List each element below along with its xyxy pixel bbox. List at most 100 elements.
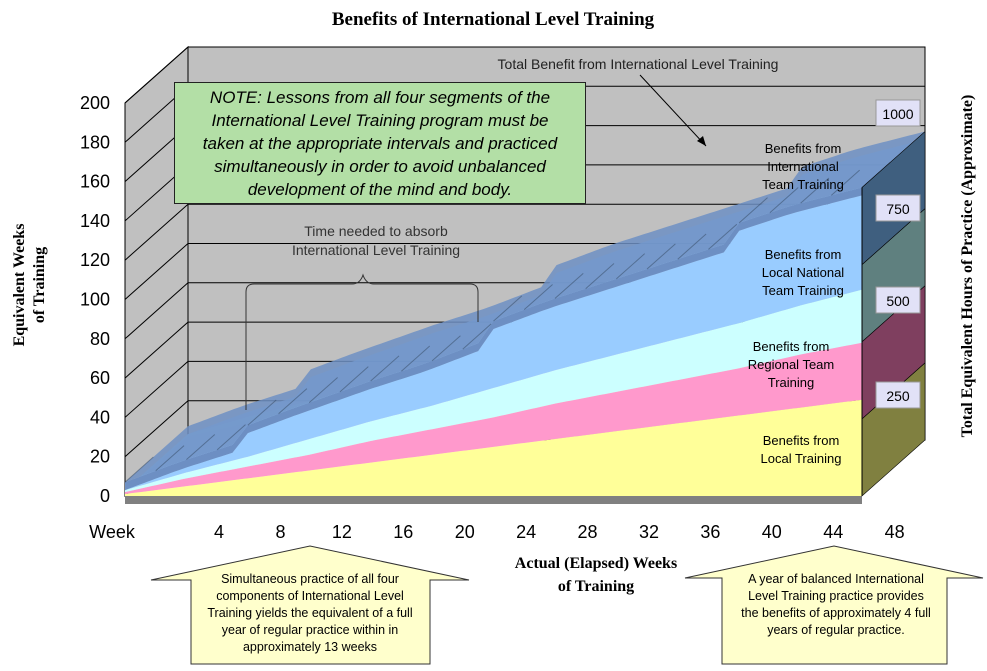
callout-right-line: the benefits of approximately 4 full: [741, 606, 931, 620]
top-hatch: [186, 434, 216, 461]
right-scale-label: 1000: [882, 106, 913, 122]
callout-left-line: components of International Level: [216, 589, 404, 603]
top-hatch: [677, 233, 707, 260]
y-tick-label: 160: [80, 172, 110, 192]
callout-left-line: Training yields the equivalent of a full: [207, 606, 412, 620]
series-top-face: [125, 131, 925, 483]
top-hatch: [155, 445, 185, 472]
series-label: Benefits from: [765, 141, 842, 156]
series-label: Team Training: [762, 177, 844, 192]
callout-right-line: years of regular practice.: [767, 623, 905, 637]
y-tick-label: 20: [90, 447, 110, 467]
gridline-side: [124, 46, 189, 104]
gridline-side: [124, 321, 189, 379]
series-area: [125, 342, 862, 495]
absorb-brace: [245, 273, 479, 410]
y-tick-label: 140: [80, 211, 110, 231]
gridline-side: [124, 361, 189, 418]
y2-axis-label: Total Equivalent Hours of Practice (Appr…: [959, 95, 976, 438]
x-axis-label: of Training: [558, 578, 634, 595]
top-hatch: [247, 399, 277, 426]
top-hatch: [339, 366, 369, 393]
right-scale-tag: [875, 99, 921, 127]
x-tick-label: 16: [393, 522, 413, 542]
note-line: simultaneously in order to avoid unbalan…: [214, 157, 546, 176]
total-benefit-label: Total Benefit from International Level T…: [498, 56, 779, 72]
x-axis-label: Actual (Elapsed) Weeks: [515, 555, 677, 572]
gridline-side: [124, 400, 189, 458]
top-hatch: [401, 345, 431, 372]
series-label: Team Training: [762, 283, 844, 298]
top-hatch: [216, 424, 246, 451]
y-tick-label: 40: [90, 407, 110, 427]
top-hatch: [769, 187, 799, 214]
callout-left-line: approximately 13 weeks: [243, 640, 377, 654]
top-hatch: [493, 295, 523, 322]
top-hatch: [370, 355, 400, 382]
series-label: Benefits from: [763, 433, 840, 448]
x-tick-label: 40: [762, 522, 782, 542]
x-tick-label: 8: [275, 522, 285, 542]
y-tick-label: 100: [80, 290, 110, 310]
note-line: NOTE: Lessons from all four segments of …: [209, 88, 551, 107]
top-hatch: [462, 323, 492, 350]
top-hatch: [124, 456, 154, 483]
x-tick-label: 28: [578, 522, 598, 542]
y-tick-label: 80: [90, 329, 110, 349]
top-hatch: [308, 377, 338, 404]
y-axis-label: of Training: [31, 247, 48, 323]
x-tick-label: 48: [885, 522, 905, 542]
gridline-side: [124, 203, 189, 261]
floor-edge: [125, 496, 862, 504]
top-hatch: [523, 284, 553, 311]
top-hatch: [708, 223, 738, 250]
series-label: Training: [768, 375, 814, 390]
top-hatch: [616, 253, 646, 280]
series-label: Benefits from: [753, 339, 830, 354]
note-line: development of the mind and body.: [247, 180, 513, 199]
chart-title: Benefits of International Level Training: [332, 9, 655, 30]
right-scale-tag: [875, 381, 921, 409]
top-hatch: [278, 388, 308, 415]
right-scale-label: 750: [886, 201, 910, 217]
callout-left-line: year of regular practice within in: [222, 623, 399, 637]
x-tick-label: 4: [214, 522, 224, 542]
y-tick-label: 120: [80, 250, 110, 270]
total-benefit-arrow: [639, 74, 707, 147]
series-area: [125, 187, 862, 491]
right-scale-label: 250: [886, 388, 910, 404]
series-label: International: [767, 159, 839, 174]
y-tick-label: 0: [100, 486, 110, 506]
top-hatch: [800, 177, 830, 204]
series-area: [125, 195, 862, 491]
top-hatch: [585, 263, 615, 290]
callout-right-line: Level Training practice provides: [748, 589, 924, 603]
top-hatch: [646, 243, 676, 270]
absorb-label: Time needed to absorb: [304, 223, 448, 239]
x-tick-label: 32: [639, 522, 659, 542]
note-line: taken at the appropriate intervals and p…: [202, 134, 558, 153]
arrowhead: [697, 136, 706, 146]
top-hatch: [830, 169, 860, 196]
right-scale-tag: [875, 194, 921, 222]
gridline-side: [124, 243, 189, 300]
series-label: Local Training: [761, 451, 842, 466]
callout-left-line: Simultaneous practice of all four: [221, 572, 399, 586]
right-scale-tag: [875, 286, 921, 314]
x-tick-label: 20: [455, 522, 475, 542]
note-line: International Level Training program mus…: [211, 111, 549, 130]
series-label: Local National: [762, 265, 844, 280]
right-scale-label: 500: [886, 293, 910, 309]
series-area: [125, 289, 862, 493]
y-tick-label: 180: [80, 132, 110, 152]
y-axis-label: Equivalent Weeks: [11, 224, 28, 347]
callout-left: [150, 545, 470, 665]
y-tick-label: 60: [90, 368, 110, 388]
top-hatch: [431, 335, 461, 362]
x-tick-label: 44: [823, 522, 843, 542]
gridline-side: [124, 282, 189, 340]
x-tick-label: Week: [89, 522, 136, 542]
callout-right-line: A year of balanced International: [748, 572, 924, 586]
callout-right: [684, 545, 984, 665]
